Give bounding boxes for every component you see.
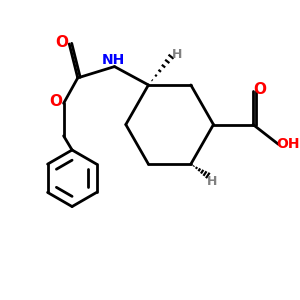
Text: H: H (207, 175, 217, 188)
Text: NH: NH (101, 53, 125, 68)
Text: H: H (172, 48, 182, 61)
Text: O: O (56, 35, 69, 50)
Text: OH: OH (277, 137, 300, 151)
Text: O: O (253, 82, 266, 97)
Text: O: O (49, 94, 62, 109)
